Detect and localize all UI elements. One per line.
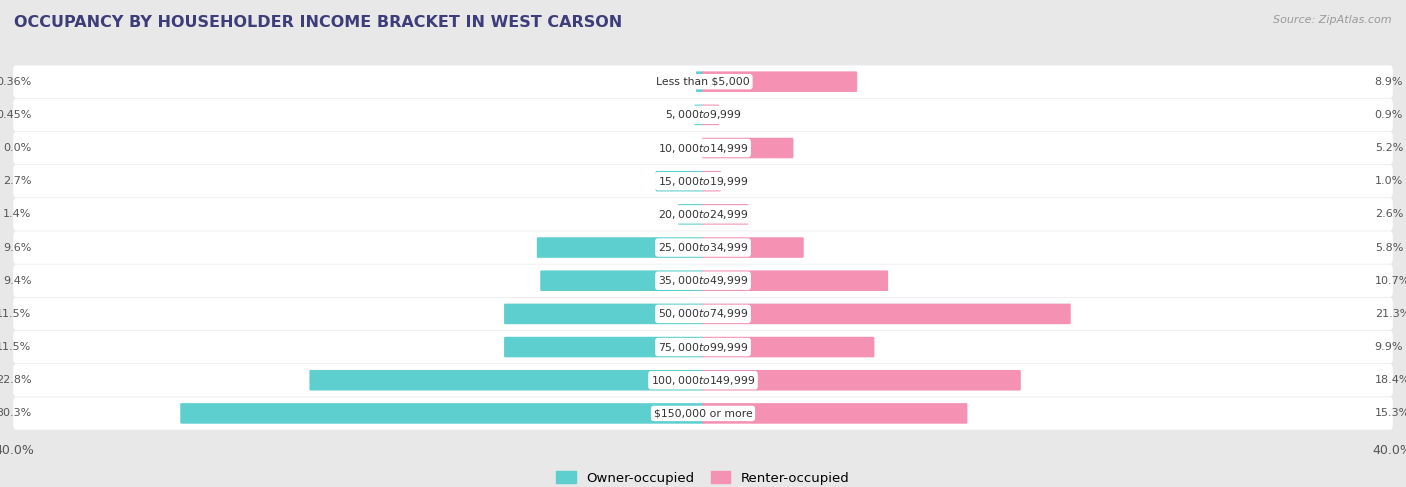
Text: $35,000 to $49,999: $35,000 to $49,999	[658, 274, 748, 287]
Text: 11.5%: 11.5%	[0, 342, 31, 352]
Text: 0.0%: 0.0%	[3, 143, 31, 153]
FancyBboxPatch shape	[696, 72, 704, 92]
Text: 10.7%: 10.7%	[1375, 276, 1406, 286]
Text: 30.3%: 30.3%	[0, 409, 31, 418]
Text: 0.36%: 0.36%	[0, 76, 31, 87]
Text: $10,000 to $14,999: $10,000 to $14,999	[658, 142, 748, 154]
FancyBboxPatch shape	[13, 364, 1393, 396]
FancyBboxPatch shape	[180, 403, 704, 424]
FancyBboxPatch shape	[702, 337, 875, 357]
Text: 0.9%: 0.9%	[1375, 110, 1403, 120]
Text: 5.8%: 5.8%	[1375, 243, 1403, 253]
Text: 1.0%: 1.0%	[1375, 176, 1403, 186]
Text: 8.9%: 8.9%	[1375, 76, 1403, 87]
FancyBboxPatch shape	[540, 270, 704, 291]
Text: 9.6%: 9.6%	[3, 243, 31, 253]
FancyBboxPatch shape	[702, 204, 748, 225]
Text: $50,000 to $74,999: $50,000 to $74,999	[658, 307, 748, 320]
Text: $100,000 to $149,999: $100,000 to $149,999	[651, 374, 755, 387]
Text: 18.4%: 18.4%	[1375, 375, 1406, 385]
FancyBboxPatch shape	[702, 138, 793, 158]
Text: 5.2%: 5.2%	[1375, 143, 1403, 153]
Text: 15.3%: 15.3%	[1375, 409, 1406, 418]
FancyBboxPatch shape	[505, 337, 704, 357]
FancyBboxPatch shape	[13, 298, 1393, 330]
FancyBboxPatch shape	[702, 171, 721, 191]
Text: OCCUPANCY BY HOUSEHOLDER INCOME BRACKET IN WEST CARSON: OCCUPANCY BY HOUSEHOLDER INCOME BRACKET …	[14, 15, 623, 30]
Text: $25,000 to $34,999: $25,000 to $34,999	[658, 241, 748, 254]
Legend: Owner-occupied, Renter-occupied: Owner-occupied, Renter-occupied	[557, 471, 849, 485]
Text: 2.6%: 2.6%	[1375, 209, 1403, 219]
FancyBboxPatch shape	[13, 231, 1393, 264]
FancyBboxPatch shape	[13, 264, 1393, 297]
Text: Source: ZipAtlas.com: Source: ZipAtlas.com	[1274, 15, 1392, 25]
Text: 21.3%: 21.3%	[1375, 309, 1406, 319]
Text: $150,000 or more: $150,000 or more	[654, 409, 752, 418]
Text: 1.4%: 1.4%	[3, 209, 31, 219]
FancyBboxPatch shape	[702, 370, 1021, 391]
FancyBboxPatch shape	[702, 105, 720, 125]
Text: $5,000 to $9,999: $5,000 to $9,999	[665, 108, 741, 121]
FancyBboxPatch shape	[678, 204, 704, 225]
FancyBboxPatch shape	[702, 303, 1071, 324]
FancyBboxPatch shape	[702, 270, 889, 291]
FancyBboxPatch shape	[655, 171, 704, 191]
Text: $75,000 to $99,999: $75,000 to $99,999	[658, 340, 748, 354]
FancyBboxPatch shape	[309, 370, 704, 391]
Text: $15,000 to $19,999: $15,000 to $19,999	[658, 175, 748, 187]
FancyBboxPatch shape	[13, 98, 1393, 131]
Text: 2.7%: 2.7%	[3, 176, 31, 186]
Text: 0.45%: 0.45%	[0, 110, 31, 120]
Text: 11.5%: 11.5%	[0, 309, 31, 319]
FancyBboxPatch shape	[13, 198, 1393, 231]
FancyBboxPatch shape	[695, 105, 704, 125]
Text: 22.8%: 22.8%	[0, 375, 31, 385]
FancyBboxPatch shape	[13, 397, 1393, 430]
Text: Less than $5,000: Less than $5,000	[657, 76, 749, 87]
FancyBboxPatch shape	[13, 165, 1393, 197]
FancyBboxPatch shape	[702, 403, 967, 424]
FancyBboxPatch shape	[13, 132, 1393, 164]
FancyBboxPatch shape	[702, 237, 804, 258]
FancyBboxPatch shape	[537, 237, 704, 258]
FancyBboxPatch shape	[13, 65, 1393, 98]
FancyBboxPatch shape	[505, 303, 704, 324]
Text: 9.4%: 9.4%	[3, 276, 31, 286]
Text: $20,000 to $24,999: $20,000 to $24,999	[658, 208, 748, 221]
Text: 9.9%: 9.9%	[1375, 342, 1403, 352]
FancyBboxPatch shape	[13, 331, 1393, 363]
FancyBboxPatch shape	[702, 72, 858, 92]
